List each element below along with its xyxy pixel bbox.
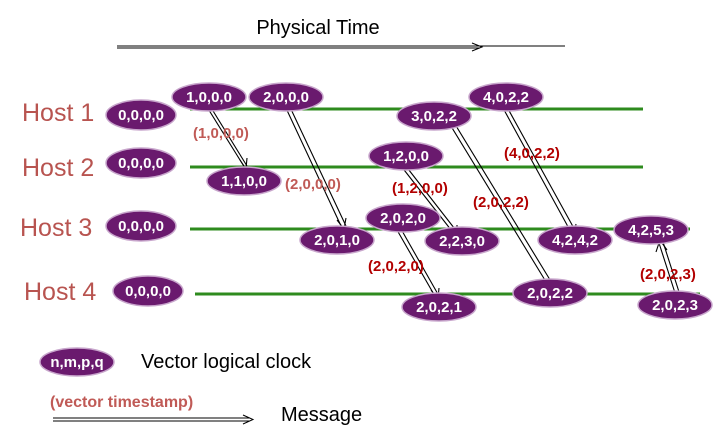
svg-text:2,0,2,0: 2,0,2,0 bbox=[380, 210, 426, 227]
svg-text:2,0,2,2: 2,0,2,2 bbox=[527, 285, 573, 302]
svg-text:0,0,0,0: 0,0,0,0 bbox=[125, 283, 171, 300]
event-clock-h3-e5: 4,2,5,3 bbox=[613, 215, 689, 245]
event-clock-h1-e4: 4,0,2,2 bbox=[468, 82, 544, 112]
svg-text:0,0,0,0: 0,0,0,0 bbox=[118, 107, 164, 124]
message-timestamp-3: (1,2,0,0) bbox=[392, 180, 448, 197]
message-timestamp-2: (2,0,0,0) bbox=[285, 176, 341, 193]
message-timestamp-4: (2,0,2,0) bbox=[368, 258, 424, 275]
event-clock-h4-e2: 2,0,2,2 bbox=[512, 278, 588, 308]
host-4-label: Host 4 bbox=[24, 278, 96, 306]
svg-text:1,2,0,0: 1,2,0,0 bbox=[383, 148, 429, 165]
event-clock-h2-e2: 1,2,0,0 bbox=[368, 141, 444, 171]
legend-message-label: Message bbox=[281, 404, 362, 426]
legend-clock-label: Vector logical clock bbox=[141, 351, 312, 373]
message-timestamp-6: (4,0,2,2) bbox=[504, 145, 560, 162]
event-clock-h3-e1: 2,0,1,0 bbox=[299, 225, 375, 255]
event-clock-h4-e1: 2,0,2,1 bbox=[401, 292, 477, 322]
initial-clock-host-3: 0,0,0,0 bbox=[105, 210, 177, 242]
svg-text:3,0,2,2: 3,0,2,2 bbox=[411, 108, 457, 125]
event-clock-h3-e4: 4,2,4,2 bbox=[537, 225, 613, 255]
host-2-label: Host 2 bbox=[22, 154, 94, 182]
event-clock-h1-e3: 3,0,2,2 bbox=[396, 101, 472, 131]
message-timestamp-7: (2,0,2,3) bbox=[640, 266, 696, 283]
event-clock-h1-e2: 2,0,0,0 bbox=[248, 82, 324, 112]
message-timestamp-5: (2,0,2,2) bbox=[473, 194, 529, 211]
event-clock-h3-e3: 2,2,3,0 bbox=[424, 226, 500, 256]
legend-message-arrow bbox=[53, 414, 255, 425]
diagram-title: Physical Time bbox=[256, 17, 379, 39]
host-3-label: Host 3 bbox=[20, 214, 92, 242]
event-clock-h4-e3: 2,0,2,3 bbox=[637, 290, 713, 320]
svg-text:2,0,0,0: 2,0,0,0 bbox=[263, 89, 309, 106]
svg-text:2,0,2,3: 2,0,2,3 bbox=[652, 297, 698, 314]
legend-clock-symbol: n,m,p,q bbox=[39, 347, 115, 377]
event-clock-h2-e1: 1,1,0,0 bbox=[206, 166, 282, 196]
svg-text:0,0,0,0: 0,0,0,0 bbox=[118, 155, 164, 172]
svg-text:2,2,3,0: 2,2,3,0 bbox=[439, 233, 485, 250]
initial-clock-host-2: 0,0,0,0 bbox=[105, 147, 177, 179]
svg-text:0,0,0,0: 0,0,0,0 bbox=[118, 218, 164, 235]
legend-message-symbol: (vector timestamp) bbox=[50, 394, 193, 411]
svg-text:4,0,2,2: 4,0,2,2 bbox=[483, 89, 529, 106]
initial-clock-host-1: 0,0,0,0 bbox=[105, 99, 177, 131]
svg-text:4,2,4,2: 4,2,4,2 bbox=[552, 232, 598, 249]
message-arrows bbox=[206, 104, 681, 301]
svg-text:4,2,5,3: 4,2,5,3 bbox=[628, 222, 674, 239]
physical-time-arrow bbox=[117, 42, 565, 52]
svg-text:1,0,0,0: 1,0,0,0 bbox=[186, 89, 232, 106]
event-clock-h1-e1: 1,0,0,0 bbox=[171, 82, 247, 112]
message-arrow-6 bbox=[502, 106, 577, 237]
legend: n,m,p,q Vector logical clock (vector tim… bbox=[39, 347, 362, 426]
event-clock-h3-e2: 2,0,2,0 bbox=[365, 203, 441, 233]
host-1-label: Host 1 bbox=[22, 99, 94, 127]
svg-text:1,1,0,0: 1,1,0,0 bbox=[221, 173, 267, 190]
svg-text:2,0,1,0: 2,0,1,0 bbox=[314, 232, 360, 249]
svg-text:n,m,p,q: n,m,p,q bbox=[50, 354, 103, 371]
initial-clock-host-4: 0,0,0,0 bbox=[112, 275, 184, 307]
message-timestamp-1: (1,0,0,0) bbox=[193, 125, 249, 142]
svg-text:2,0,2,1: 2,0,2,1 bbox=[416, 299, 462, 316]
